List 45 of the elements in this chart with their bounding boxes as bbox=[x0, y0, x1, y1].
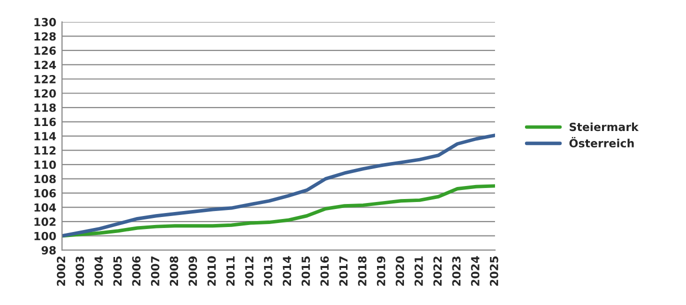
y-tick-label: 120 bbox=[34, 89, 56, 98]
x-tick-label: 2021 bbox=[414, 256, 423, 286]
x-tick-label: 2010 bbox=[207, 256, 216, 286]
x-tick-label: 2018 bbox=[358, 256, 366, 286]
x-tick-label: 2019 bbox=[376, 256, 386, 286]
y-tick-label: 108 bbox=[34, 174, 56, 184]
y-tick-label: 106 bbox=[34, 189, 56, 198]
y-tick-label: 114 bbox=[34, 132, 56, 140]
y-tick-label: 112 bbox=[34, 146, 56, 155]
x-tick-label: 2015 bbox=[302, 256, 310, 286]
x-tick-label: 2013 bbox=[264, 256, 272, 286]
x-tick-label: 2009 bbox=[188, 256, 198, 286]
x-tick-label: 2004 bbox=[94, 256, 103, 286]
y-tick-label: 130 bbox=[34, 18, 56, 26]
x-tick-label: 2006 bbox=[132, 256, 141, 286]
x-tick-label: 2022 bbox=[433, 256, 442, 286]
legend-label: Österreich bbox=[569, 136, 634, 148]
x-tick-label: 2002 bbox=[56, 256, 66, 286]
y-tick-label: 102 bbox=[34, 218, 56, 226]
y-tick-label: 104 bbox=[34, 203, 56, 212]
x-tick-label: 2008 bbox=[170, 256, 178, 286]
y-tick-label: 110 bbox=[34, 160, 56, 169]
x-tick-label: 2011 bbox=[226, 256, 235, 286]
x-tick-label: 2005 bbox=[113, 256, 122, 286]
x-tick-label: 2020 bbox=[396, 256, 404, 286]
x-tick-label: 2023 bbox=[452, 256, 461, 286]
y-tick-label: 126 bbox=[34, 46, 56, 55]
y-tick-label: 98 bbox=[42, 246, 56, 254]
y-tick-label: 124 bbox=[34, 60, 56, 69]
x-tick-label: 2024 bbox=[471, 256, 480, 286]
y-tick-label: 122 bbox=[34, 74, 56, 84]
x-tick-label: 2017 bbox=[339, 256, 348, 286]
y-tick-label: 118 bbox=[34, 103, 56, 112]
line-series bbox=[62, 184, 496, 238]
x-tick-label: 2007 bbox=[150, 256, 160, 286]
x-tick-label: 2016 bbox=[320, 256, 329, 286]
x-tick-label: 2003 bbox=[76, 256, 84, 286]
line-series bbox=[62, 134, 496, 238]
y-tick-label: 128 bbox=[34, 32, 56, 41]
y-tick-label: 100 bbox=[34, 232, 56, 240]
x-tick-label: 2014 bbox=[282, 256, 292, 286]
legend-label: Steiermark bbox=[570, 122, 639, 132]
x-tick-label: 2012 bbox=[245, 256, 254, 286]
x-tick-label: 2025 bbox=[490, 256, 498, 286]
y-tick-label: 116 bbox=[34, 118, 56, 126]
